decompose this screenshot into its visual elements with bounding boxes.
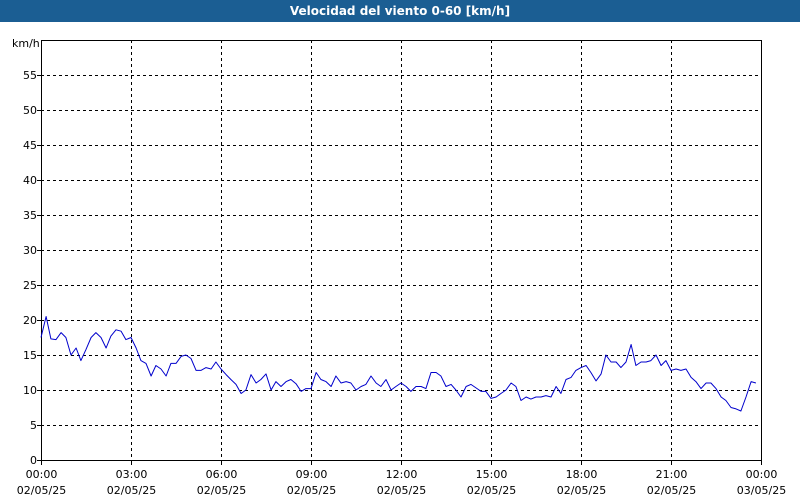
- x-tick-time-label: 21:00: [656, 468, 688, 481]
- y-tick-label: 10: [23, 384, 37, 397]
- x-tick-time-label: 15:00: [476, 468, 508, 481]
- x-tick-date-label: 02/05/25: [647, 484, 696, 497]
- y-tick-label: 0: [30, 454, 37, 467]
- x-tick-time-label: 06:00: [206, 468, 238, 481]
- y-tick-label: 30: [23, 244, 37, 257]
- y-tick-label: 35: [23, 209, 37, 222]
- x-tick-date-label: 03/05/25: [737, 484, 786, 497]
- x-tick-date-label: 02/05/25: [17, 484, 66, 497]
- y-tick-label: 45: [23, 139, 37, 152]
- x-tick-date-label: 02/05/25: [467, 484, 516, 497]
- x-tick-date-label: 02/05/25: [377, 484, 426, 497]
- x-tick-time-label: 03:00: [116, 468, 148, 481]
- x-tick-time-label: 12:00: [386, 468, 418, 481]
- x-tick-time-label: 09:00: [296, 468, 328, 481]
- y-axis-unit-label: km/h: [12, 37, 40, 50]
- y-tick-label: 5: [30, 419, 37, 432]
- x-tick-time-label: 00:00: [26, 468, 58, 481]
- y-tick-label: 15: [23, 349, 37, 362]
- x-tick-time-label: 00:00: [746, 468, 778, 481]
- y-tick-label: 50: [23, 104, 37, 117]
- x-tick-date-label: 02/05/25: [287, 484, 336, 497]
- x-tick-date-label: 02/05/25: [557, 484, 606, 497]
- y-tick-label: 55: [23, 69, 37, 82]
- wind-speed-line: [40, 316, 757, 412]
- x-tick-time-label: 18:00: [566, 468, 598, 481]
- y-tick-label: 25: [23, 279, 37, 292]
- chart-title: Velocidad del viento 0-60 [km/h]: [0, 0, 800, 22]
- x-tick-date-label: 02/05/25: [107, 484, 156, 497]
- y-tick-label: 40: [23, 174, 37, 187]
- x-tick-date-label: 02/05/25: [197, 484, 246, 497]
- y-tick-label: 20: [23, 314, 37, 327]
- wind-speed-chart: km/h 0 5 10 15 20 25 30 35 40 45 50 55 00:00 02/05/25…: [0, 22, 800, 500]
